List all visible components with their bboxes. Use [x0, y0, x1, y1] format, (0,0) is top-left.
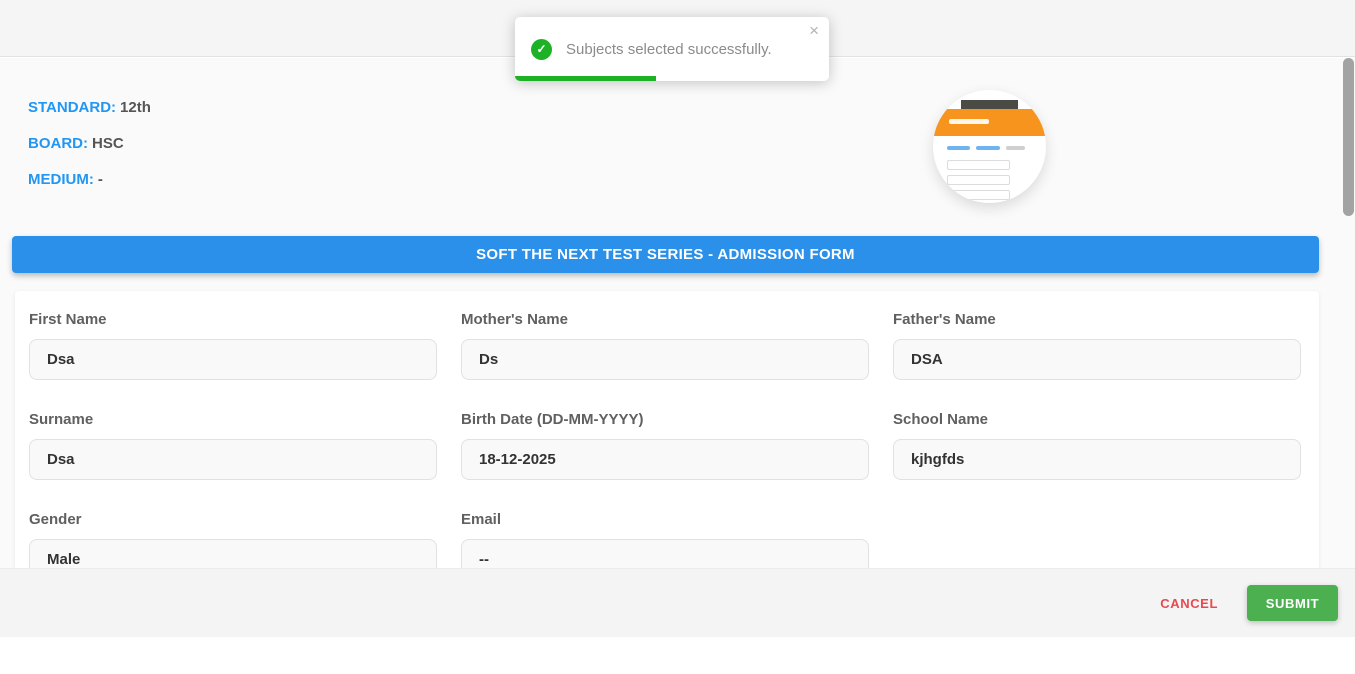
- school-name-group: School Name: [893, 411, 1301, 480]
- footer-action-bar: CANCEL SUBMIT: [0, 568, 1355, 637]
- success-check-icon: ✓: [531, 38, 552, 60]
- surname-input[interactable]: [29, 439, 437, 480]
- mothers-name-input[interactable]: [461, 339, 869, 380]
- toast-close-icon[interactable]: ×: [809, 21, 819, 40]
- form-fields-grid: First Name Mother's Name Father's Name S…: [29, 311, 1301, 568]
- medium-label: MEDIUM:: [28, 171, 94, 188]
- thumbnail-tab-bar: [1005, 146, 1026, 150]
- thumbnail-tab-bar: [976, 146, 1000, 150]
- thumbnail-field-row: [946, 190, 1010, 200]
- surname-label: Surname: [29, 411, 94, 428]
- birth-date-group: Birth Date (DD-MM-YYYY): [461, 411, 869, 480]
- email-label: Email: [461, 511, 502, 528]
- cancel-button[interactable]: CANCEL: [1160, 595, 1218, 611]
- content-area: STANDARD: 12th BOARD: HSC MEDIUM: -: [0, 58, 1355, 568]
- thumbnail-dark-band: [961, 100, 1018, 110]
- board-value: HSC: [92, 135, 124, 152]
- admission-form-card: First Name Mother's Name Father's Name S…: [15, 291, 1319, 568]
- empty-cell: [893, 511, 1301, 568]
- thumbnail-header-text-bar: [949, 119, 990, 124]
- medium-value: -: [97, 171, 103, 188]
- medium-info: MEDIUM: -: [28, 171, 151, 188]
- email-group: Email: [461, 511, 869, 568]
- vertical-scrollbar-thumb[interactable]: [1343, 58, 1354, 216]
- school-name-input[interactable]: [893, 439, 1301, 480]
- thumbnail-tab-bar: [946, 146, 971, 150]
- student-info: STANDARD: 12th BOARD: HSC MEDIUM: -: [28, 99, 151, 207]
- fathers-name-label: Father's Name: [893, 311, 996, 328]
- submit-button[interactable]: SUBMIT: [1247, 585, 1338, 621]
- mothers-name-label: Mother's Name: [461, 311, 568, 328]
- gender-label: Gender: [29, 511, 82, 528]
- toast-notification: ✓ Subjects selected successfully. ×: [515, 17, 829, 81]
- first-name-label: First Name: [29, 311, 107, 328]
- thumbnail-tabs-row: [946, 146, 1037, 151]
- thumbnail-orange-header: [933, 109, 1046, 136]
- fathers-name-input[interactable]: [893, 339, 1301, 380]
- standard-label: STANDARD:: [28, 99, 117, 116]
- form-thumbnail-image: [933, 90, 1046, 203]
- birth-date-input[interactable]: [461, 439, 869, 480]
- mothers-name-group: Mother's Name: [461, 311, 869, 380]
- first-name-group: First Name: [29, 311, 437, 380]
- gender-input[interactable]: [29, 539, 437, 568]
- toast-progress: [515, 76, 657, 81]
- standard-value: 12th: [120, 99, 151, 116]
- thumbnail-field-row: [946, 160, 1010, 170]
- first-name-input[interactable]: [29, 339, 437, 380]
- standard-info: STANDARD: 12th: [28, 99, 151, 116]
- form-title-banner: SOFT THE NEXT TEST SERIES - ADMISSION FO…: [12, 236, 1319, 273]
- birth-date-label: Birth Date (DD-MM-YYYY): [461, 411, 644, 428]
- toast-message: Subjects selected successfully.: [566, 40, 772, 58]
- surname-group: Surname: [29, 411, 437, 480]
- school-name-label: School Name: [893, 411, 989, 428]
- form-title: SOFT THE NEXT TEST SERIES - ADMISSION FO…: [476, 246, 855, 263]
- gender-group: Gender: [29, 511, 437, 568]
- thumbnail-field-row: [946, 175, 1010, 185]
- board-info: BOARD: HSC: [28, 135, 151, 152]
- fathers-name-group: Father's Name: [893, 311, 1301, 380]
- email-input[interactable]: [461, 539, 869, 568]
- board-label: BOARD:: [28, 135, 88, 152]
